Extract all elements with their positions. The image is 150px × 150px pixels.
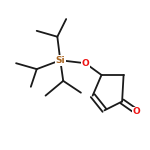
Text: O: O (81, 59, 89, 68)
Text: Si: Si (56, 56, 65, 65)
Text: O: O (133, 107, 141, 116)
